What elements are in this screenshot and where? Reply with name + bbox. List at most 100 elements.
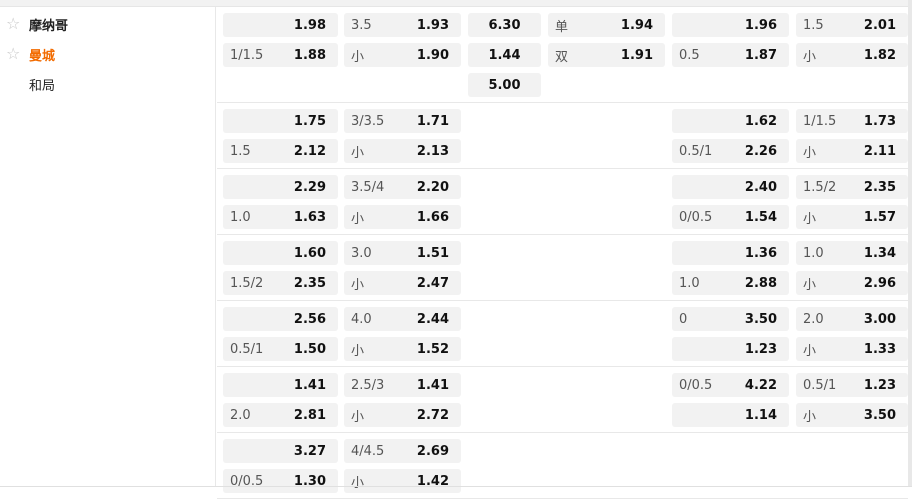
odds-line: 1.0 [679,275,700,291]
odds-line: 1/1.5 [230,47,264,63]
odds-line: 小 [803,211,817,227]
odds-value: 1.30 [293,473,326,489]
odds-cell[interactable]: 1/1.5 1.88 [223,43,338,67]
odds-cell[interactable]: 2.0 3.00 [796,307,908,331]
odds-cell[interactable]: 0.5 1.87 [672,43,789,67]
odds-value: 1.57 [863,209,896,225]
odds-value: 2.69 [416,443,449,459]
odds-line: 2.0 [230,407,251,423]
odds-cell[interactable]: 0/0.5 1.54 [672,205,789,229]
odds-cell[interactable]: 1.0 1.34 [796,241,908,265]
odds-value: 2.11 [863,143,896,159]
odds-cell[interactable]: 1.5/2 2.35 [223,271,338,295]
odds-cell[interactable]: 4.0 2.44 [344,307,461,331]
odds-cell[interactable]: 3.5/4 2.20 [344,175,461,199]
odds-cell[interactable]: 1.98 [223,13,338,37]
odds-line: 0/0.5 [230,473,264,489]
star-icon[interactable]: ☆ [6,44,21,63]
odds-value: 1.73 [863,113,896,129]
odds-cell[interactable]: 2.5/3 1.41 [344,373,461,397]
odds-cell[interactable]: 小 1.66 [344,205,461,229]
odds-cell[interactable]: 1.36 [672,241,789,265]
odds-cell[interactable]: 4/4.5 2.69 [344,439,461,463]
odds-cell[interactable]: 1.62 [672,109,789,133]
odds-cell[interactable]: 1.14 [672,403,789,427]
odds-cell[interactable]: 6.30 [468,13,541,37]
odds-cell[interactable]: 小 2.72 [344,403,461,427]
odds-cell[interactable]: 1.0 1.63 [223,205,338,229]
odds-cell[interactable]: 3.0 1.51 [344,241,461,265]
odds-cell[interactable]: 小 1.42 [344,469,461,493]
odds-value: 1.34 [863,245,896,261]
odds-cell[interactable]: 3.27 [223,439,338,463]
odds-cell[interactable]: 小 1.82 [796,43,908,67]
odds-line: 1/1.5 [803,113,837,129]
odds-cell[interactable]: 1.5 2.01 [796,13,908,37]
odds-value: 2.26 [744,143,777,159]
odds-cell[interactable]: 3.5 1.93 [344,13,461,37]
odds-cell[interactable]: 1.44 [468,43,541,67]
scrollbar[interactable] [908,0,912,487]
odds-line: 小 [351,475,365,491]
odds-value: 1.23 [744,341,777,357]
odds-cell[interactable]: 0.5/1 1.23 [796,373,908,397]
header-bar [0,0,912,7]
odds-cell[interactable]: 小 1.57 [796,205,908,229]
odds-line: 小 [351,343,365,359]
odds-line: 0/0.5 [679,209,713,225]
odds-value: 2.01 [863,17,896,33]
odds-cell[interactable]: 1.23 [672,337,789,361]
odds-cell[interactable]: 1.5/2 2.35 [796,175,908,199]
odds-cell[interactable]: 小 1.90 [344,43,461,67]
odds-cell[interactable]: 1.41 [223,373,338,397]
odds-cell[interactable]: 0 3.50 [672,307,789,331]
odds-value: 1.98 [293,17,326,33]
odds-value: 1.90 [416,47,449,63]
odds-cell[interactable]: 1.75 [223,109,338,133]
odds-cell[interactable]: 3/3.5 1.71 [344,109,461,133]
odds-cell[interactable]: 0/0.5 1.30 [223,469,338,493]
odds-cell[interactable]: 0.5/1 2.26 [672,139,789,163]
odds-cell[interactable]: 2.29 [223,175,338,199]
odds-block: 1.98 3.5 1.93 6.30 单 1.94 1.96 1.5 2.01 1/1.5 1.88… [217,8,908,103]
odds-line: 1.5 [803,17,824,33]
odds-value: 1.91 [620,47,653,63]
odds-cell[interactable]: 2.40 [672,175,789,199]
odds-value: 1.63 [293,209,326,225]
odds-cell[interactable]: 小 2.47 [344,271,461,295]
odds-cell[interactable]: 1.60 [223,241,338,265]
odds-cell[interactable]: 5.00 [468,73,541,97]
odds-cell[interactable]: 1.0 2.88 [672,271,789,295]
odds-block: 1.75 3/3.5 1.71 1.62 1/1.5 1.73 1.5 2.12 小 2.13 0.… [217,103,908,169]
odds-line: 1.0 [230,209,251,225]
odds-value: 1.33 [863,341,896,357]
odds-cell[interactable]: 小 2.11 [796,139,908,163]
draw: 和局 [0,69,55,99]
odds-value: 1.94 [620,17,653,33]
odds-value: 2.96 [863,275,896,291]
odds-cell[interactable]: 2.56 [223,307,338,331]
odds-line: 小 [351,277,365,293]
odds-cell[interactable]: 1/1.5 1.73 [796,109,908,133]
odds-line: 小 [351,409,365,425]
odds-value: 3.00 [863,311,896,327]
odds-cell[interactable]: 小 1.52 [344,337,461,361]
odds-line: 0/0.5 [679,377,713,393]
odds-cell[interactable]: 单 1.94 [548,13,665,37]
odds-value: 1.82 [863,47,896,63]
odds-cell[interactable]: 小 3.50 [796,403,908,427]
odds-block: 2.56 4.0 2.44 0 3.50 2.0 3.00 0.5/1 1.50 小 1.52 1.2… [217,301,908,367]
odds-value: 1.41 [293,377,326,393]
odds-cell[interactable]: 双 1.91 [548,43,665,67]
odds-cell[interactable]: 1.96 [672,13,789,37]
odds-cell[interactable]: 2.0 2.81 [223,403,338,427]
odds-cell[interactable]: 1.5 2.12 [223,139,338,163]
odds-cell[interactable]: 0/0.5 4.22 [672,373,789,397]
star-icon[interactable]: ☆ [6,14,21,33]
odds-cell[interactable]: 0.5/1 1.50 [223,337,338,361]
odds-cell[interactable]: 小 2.13 [344,139,461,163]
odds-line: 0.5/1 [803,377,837,393]
odds-cell[interactable]: 小 2.96 [796,271,908,295]
odds-cell[interactable]: 小 1.33 [796,337,908,361]
odds-block: 1.41 2.5/3 1.41 0/0.5 4.22 0.5/1 1.23 2.0 2.81 小 2… [217,367,908,433]
